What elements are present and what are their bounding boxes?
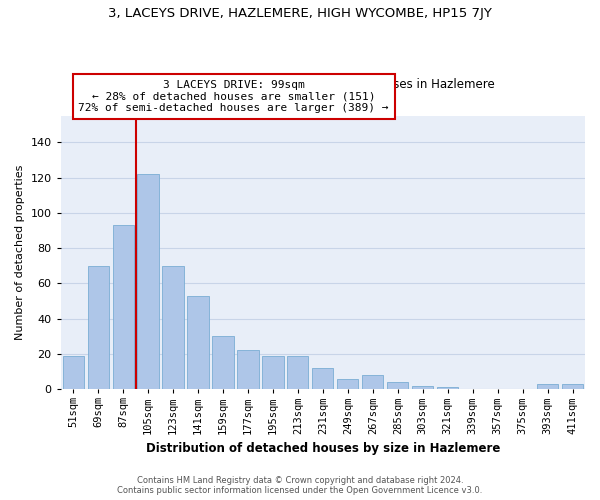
Bar (262, 356, 284, 389)
X-axis label: Distribution of detached houses by size in Hazlemere: Distribution of detached houses by size … (146, 442, 500, 455)
Bar (337, 378, 358, 389)
Bar (163, 266, 184, 389)
Bar (562, 384, 583, 389)
Bar (113, 225, 134, 389)
Bar (137, 174, 159, 389)
Bar (287, 356, 308, 389)
Bar (537, 384, 558, 389)
Bar (412, 386, 433, 389)
Bar (437, 388, 458, 389)
Text: 3 LACEYS DRIVE: 99sqm
← 28% of detached houses are smaller (151)
72% of semi-det: 3 LACEYS DRIVE: 99sqm ← 28% of detached … (79, 80, 389, 113)
Text: 3, LACEYS DRIVE, HAZLEMERE, HIGH WYCOMBE, HP15 7JY: 3, LACEYS DRIVE, HAZLEMERE, HIGH WYCOMBE… (108, 8, 492, 20)
Bar (62, 356, 84, 389)
Bar (187, 296, 209, 389)
Bar (362, 375, 383, 389)
Bar (238, 350, 259, 389)
Bar (88, 266, 109, 389)
Bar (212, 336, 233, 389)
Title: Size of property relative to detached houses in Hazlemere: Size of property relative to detached ho… (151, 78, 495, 91)
Text: Contains HM Land Registry data © Crown copyright and database right 2024.
Contai: Contains HM Land Registry data © Crown c… (118, 476, 482, 495)
Bar (387, 382, 409, 389)
Y-axis label: Number of detached properties: Number of detached properties (15, 165, 25, 340)
Bar (312, 368, 334, 389)
